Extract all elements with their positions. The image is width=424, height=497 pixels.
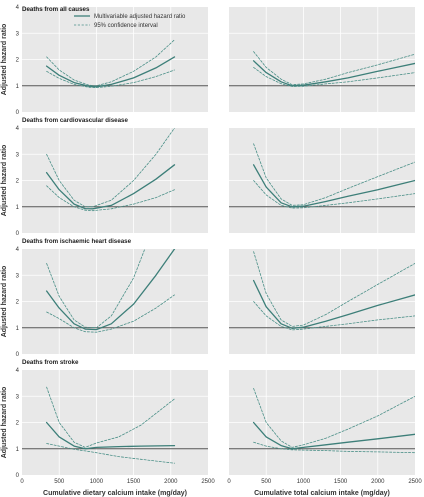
y-tick-label: 1 [16, 326, 20, 332]
confidence-interval-line [253, 388, 415, 448]
hazard-ratio-line [252, 421, 415, 450]
hazard-ratio-line [252, 279, 415, 329]
y-axis-label: Adjusted hazard ratio [1, 387, 8, 459]
series-group [45, 249, 176, 333]
confidence-interval-line [46, 443, 175, 464]
y-tick-label: 2 [16, 421, 20, 427]
y-axis-label: Adjusted hazard ratio [1, 145, 8, 217]
confidence-interval-line [253, 67, 415, 87]
confidence-interval-line [46, 249, 146, 329]
series-group [252, 51, 415, 87]
x-tick-label: 0 [20, 479, 24, 485]
y-tick-label: 3 [16, 152, 20, 158]
confidence-interval-line [46, 69, 175, 88]
legend-label: 95% confidence interval [94, 23, 158, 29]
confidence-interval-line [46, 185, 175, 212]
confidence-interval-line [253, 301, 415, 331]
series-group [252, 388, 415, 454]
confidence-interval-line [46, 386, 175, 448]
y-tick-label: 0 [16, 231, 20, 237]
chart-panel-7: 0 1 2 3 4 0 500 1000 1500 2000 2500 Cumulative diet… [16, 359, 216, 497]
hazard-ratio-line [45, 56, 176, 88]
hazard-ratio-line [252, 164, 415, 208]
hazard-ratio-line [45, 249, 176, 331]
y-axis-label: Adjusted hazard ratio [1, 24, 8, 96]
series-group [45, 128, 176, 212]
series-group [252, 143, 415, 209]
chart-panel-1: 0 1 2 3 4 Deaths from all causes [16, 5, 208, 116]
y-axis-label: Adjusted hazard ratio [1, 266, 8, 338]
panel-title: Deaths from ischaemic heart disease [22, 238, 132, 245]
x-tick-label: 1000 [297, 479, 311, 485]
panel-title: Deaths from all causes [22, 6, 90, 13]
x-tick-label: 1500 [334, 479, 348, 485]
y-tick-label: 4 [16, 126, 20, 132]
confidence-interval-line [253, 180, 415, 209]
y-tick-label: 3 [16, 394, 20, 400]
x-tick-label: 500 [54, 479, 65, 485]
series-group [45, 386, 176, 464]
x-tick-label: 2000 [371, 479, 385, 485]
confidence-interval-line [46, 128, 175, 208]
y-tick-label: 4 [16, 5, 20, 11]
x-tick-label: 2500 [201, 479, 215, 485]
confidence-interval-line [253, 143, 415, 206]
panel-title: Deaths from stroke [22, 359, 79, 366]
chart-panel-8: 0 500 1000 1500 2000 2500 Cumulative total cal… [227, 370, 422, 497]
legend: Multivariable adjusted hazard ratio 95% c… [74, 14, 186, 29]
legend-label: Multivariable adjusted hazard ratio [94, 14, 186, 20]
y-tick-label: 1 [16, 205, 20, 211]
confidence-interval-line [46, 39, 175, 87]
y-tick-label: 3 [16, 273, 20, 279]
series-group [45, 39, 176, 88]
x-tick-label: 1000 [90, 479, 104, 485]
y-tick-label: 0 [16, 473, 20, 479]
x-tick-label: 1500 [127, 479, 141, 485]
y-tick-label: 3 [16, 31, 20, 37]
panel-title: Deaths from cardiovascular disease [22, 117, 128, 124]
hazard-ratio-line [45, 421, 176, 450]
y-tick-label: 0 [16, 110, 20, 116]
x-axis-label: Cumulative total calcium intake (mg/day) [254, 490, 390, 497]
x-axis-label: Cumulative dietary calcium intake (mg/da… [43, 490, 187, 497]
y-tick-label: 4 [16, 368, 20, 374]
chart-panel-6 [229, 249, 415, 354]
chart-panel-4 [229, 128, 415, 233]
x-tick-label: 500 [261, 479, 272, 485]
hazard-ratio-line [252, 60, 415, 87]
y-tick-label: 1 [16, 447, 20, 453]
confidence-interval-line [46, 294, 175, 333]
x-tick-label: 0 [227, 479, 231, 485]
y-tick-label: 0 [16, 352, 20, 358]
y-tick-label: 2 [16, 300, 20, 306]
y-tick-label: 4 [16, 247, 20, 253]
chart-panel-2 [229, 7, 415, 112]
y-tick-label: 2 [16, 179, 20, 185]
confidence-interval-line [253, 251, 415, 327]
y-tick-label: 2 [16, 58, 20, 64]
x-tick-label: 2000 [164, 479, 178, 485]
hazard-ratio-line [45, 164, 176, 210]
series-group [252, 251, 415, 331]
x-tick-label: 2500 [408, 479, 422, 485]
y-tick-label: 1 [16, 84, 20, 90]
confidence-interval-line [253, 441, 415, 454]
confidence-interval-line [253, 51, 415, 86]
